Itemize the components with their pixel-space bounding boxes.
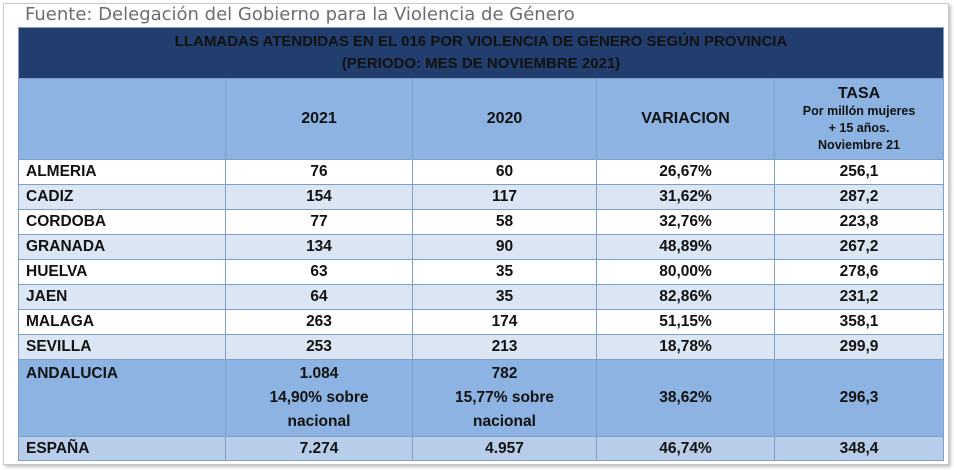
table-row: HUELVA 63 35 80,00% 278,6 [18,259,945,285]
espana-variacion: 46,74% [596,436,775,461]
header-empty [18,78,226,160]
table-title-line1: LLAMADAS ATENDIDAS EN EL 016 POR VIOLENC… [174,33,788,50]
andalucia-2020: 782 15,77% sobre nacional [412,359,597,437]
source-caption: Fuente: Delegación del Gobierno para la … [25,4,575,25]
andalucia-tasa: 296,3 [773,359,945,437]
table-row: SEVILLA 253 213 18,78% 299,9 [18,334,945,360]
value-2021: 77 [225,209,413,235]
espana-2020: 4.957 [412,436,597,461]
value-variacion: 26,67% [596,159,775,185]
table-row: CORDOBA 77 58 32,76% 223,8 [18,209,945,235]
andalucia-row: ANDALUCIA 1.084 14,90% sobre nacional 78… [18,359,945,437]
value-2020: 60 [412,159,597,185]
espana-2021: 7.274 [225,436,413,461]
table-title-row: LLAMADAS ATENDIDAS EN EL 016 POR VIOLENC… [17,27,945,79]
table-row: MALAGA 263 174 51,15% 358,1 [18,309,945,335]
value-tasa: 287,2 [773,184,945,210]
andalucia-name: ANDALUCIA [18,359,226,437]
value-variacion: 80,00% [596,259,775,285]
value-2021: 64 [225,284,413,310]
province-name: JAEN [18,284,226,310]
value-variacion: 82,86% [596,284,775,310]
andalucia-2021-value: 1.084 [299,365,339,382]
espana-tasa: 348,4 [773,436,945,461]
value-variacion: 48,89% [596,234,775,260]
table-row: GRANADA 134 90 48,89% 267,2 [18,234,945,260]
value-variacion: 32,76% [596,209,775,235]
andalucia-2021-note1: 14,90% sobre [269,389,369,406]
province-name: MALAGA [18,309,226,335]
andalucia-2020-note1: 15,77% sobre [454,389,555,406]
header-tasa-title: TASA [837,85,881,102]
table-row: CADIZ 154 117 31,62% 287,2 [18,184,945,210]
province-name: SEVILLA [18,334,226,360]
table-row: ALMERIA 76 60 26,67% 256,1 [18,159,945,185]
calls-table: LLAMADAS ATENDIDAS EN EL 016 POR VIOLENC… [17,27,945,461]
value-2020: 58 [412,209,597,235]
province-name: CADIZ [18,184,226,210]
value-2021: 263 [225,309,413,335]
province-name: ALMERIA [18,159,226,185]
header-variacion: VARIACION [596,78,775,160]
value-2020: 90 [412,234,597,260]
value-2020: 35 [412,284,597,310]
value-tasa: 256,1 [773,159,945,185]
province-name: CORDOBA [18,209,226,235]
header-row: 2021 2020 VARIACION TASA Por millón muje… [18,78,945,160]
header-tasa: TASA Por millón mujeres + 15 años. Novie… [773,78,945,160]
andalucia-2020-value: 782 [491,365,518,382]
value-variacion: 31,62% [596,184,775,210]
andalucia-2020-note2: nacional [473,413,536,430]
header-2021: 2021 [225,78,413,160]
header-tasa-sub2: + 15 años. [828,121,890,135]
value-2021: 253 [225,334,413,360]
value-2020: 213 [412,334,597,360]
value-tasa: 267,2 [773,234,945,260]
value-2020: 35 [412,259,597,285]
value-2021: 154 [225,184,413,210]
value-2020: 174 [412,309,597,335]
espana-row: ESPAÑA 7.274 4.957 46,74% 348,4 [18,436,945,461]
table-title-line2: (PERIODO: MES DE NOVIEMBRE 2021) [341,55,621,72]
value-tasa: 231,2 [773,284,945,310]
andalucia-variacion: 38,62% [596,359,775,437]
value-variacion: 51,15% [596,309,775,335]
andalucia-2021: 1.084 14,90% sobre nacional [225,359,413,437]
header-tasa-sub1: Por millón mujeres [802,104,916,118]
value-tasa: 278,6 [773,259,945,285]
province-name: HUELVA [18,259,226,285]
header-tasa-sub3: Noviembre 21 [818,138,901,152]
value-tasa: 223,8 [773,209,945,235]
value-tasa: 358,1 [773,309,945,335]
value-tasa: 299,9 [773,334,945,360]
value-2021: 76 [225,159,413,185]
header-2020: 2020 [412,78,597,160]
value-variacion: 18,78% [596,334,775,360]
table-title: LLAMADAS ATENDIDAS EN EL 016 POR VIOLENC… [17,27,945,79]
andalucia-2021-note2: nacional [287,413,351,430]
value-2021: 63 [225,259,413,285]
value-2021: 134 [225,234,413,260]
value-2020: 117 [412,184,597,210]
province-name: GRANADA [18,234,226,260]
table-row: JAEN 64 35 82,86% 231,2 [18,284,945,310]
espana-name: ESPAÑA [18,436,226,461]
